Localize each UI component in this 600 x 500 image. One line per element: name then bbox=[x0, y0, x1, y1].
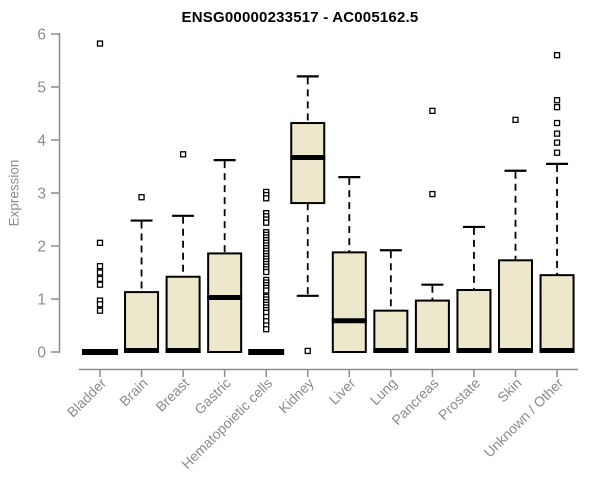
x-tick-label-lung: Lung bbox=[367, 375, 400, 408]
outlier-point-unknown-other-6 bbox=[553, 149, 561, 156]
box-liver bbox=[331, 251, 367, 353]
outlier-point-hematopoietic-cells-22 bbox=[263, 268, 270, 276]
outlier-point-bladder-5 bbox=[96, 281, 104, 288]
y-tick-label-1: 1 bbox=[37, 292, 46, 309]
outlier-point-hematopoietic-cells-2 bbox=[263, 195, 270, 202]
y-tick-label-2: 2 bbox=[37, 239, 46, 256]
outlier-point-bladder-1 bbox=[96, 239, 104, 246]
x-tick-label-bladder: Bladder bbox=[64, 375, 110, 421]
outlier-point-unknown-other-1 bbox=[553, 97, 561, 104]
outlier-point-unknown-other-0 bbox=[553, 52, 561, 59]
x-tick-label-unknown-other: Unknown / Other bbox=[481, 375, 567, 461]
outlier-point-brain-0 bbox=[138, 194, 145, 201]
outlier-point-unknown-other-3 bbox=[553, 119, 561, 127]
outlier-point-skin-0 bbox=[512, 116, 519, 124]
y-tick-label-5: 5 bbox=[37, 80, 46, 97]
outlier-point-bladder-2 bbox=[96, 262, 104, 270]
y-tick-label-0: 0 bbox=[37, 345, 46, 362]
box-breast bbox=[165, 275, 201, 353]
collapsed-box-hematopoietic-cells bbox=[248, 349, 285, 355]
outlier-point-unknown-other-2 bbox=[553, 103, 561, 111]
box-prostate bbox=[456, 288, 492, 353]
box-unknown-other bbox=[539, 274, 575, 353]
outlier-point-hematopoietic-cells-6 bbox=[263, 219, 270, 226]
box-skin bbox=[498, 259, 533, 353]
outlier-point-bladder-7 bbox=[96, 301, 104, 308]
y-tick-label-6: 6 bbox=[37, 27, 46, 44]
box-lung bbox=[373, 309, 409, 354]
outlier-point-hematopoietic-cells-38 bbox=[263, 326, 270, 333]
outlier-point-bladder-0 bbox=[96, 40, 104, 47]
chart-title: ENSG00000233517 - AC005162.5 bbox=[181, 9, 419, 26]
outlier-point-pancreas-1 bbox=[429, 190, 436, 198]
x-tick-label-brain: Brain bbox=[116, 375, 150, 409]
y-tick-label-3: 3 bbox=[37, 186, 46, 203]
outlier-point-breast-0 bbox=[179, 151, 187, 158]
box-gastric bbox=[207, 252, 243, 353]
box-brain bbox=[124, 291, 160, 353]
collapsed-box-bladder bbox=[82, 349, 118, 355]
box-pancreas bbox=[414, 299, 450, 353]
outlier-point-hematopoietic-cells-27 bbox=[263, 287, 270, 294]
outlier-point-kidney-0 bbox=[304, 347, 311, 355]
x-tick-label-skin: Skin bbox=[494, 375, 525, 406]
outlier-point-bladder-4 bbox=[96, 275, 104, 283]
x-tick-label-prostate: Prostate bbox=[435, 375, 483, 423]
outlier-point-bladder-8 bbox=[96, 307, 104, 314]
box-kidney bbox=[290, 122, 326, 205]
x-tick-label-breast: Breast bbox=[152, 375, 192, 415]
outlier-point-pancreas-0 bbox=[429, 107, 436, 114]
outlier-point-unknown-other-4 bbox=[553, 130, 561, 137]
x-tick-label-kidney: Kidney bbox=[275, 375, 317, 417]
y-tick-label-4: 4 bbox=[37, 133, 46, 150]
x-tick-label-liver: Liver bbox=[326, 375, 359, 408]
outlier-point-unknown-other-5 bbox=[553, 139, 561, 146]
outlier-point-bladder-3 bbox=[96, 269, 104, 276]
